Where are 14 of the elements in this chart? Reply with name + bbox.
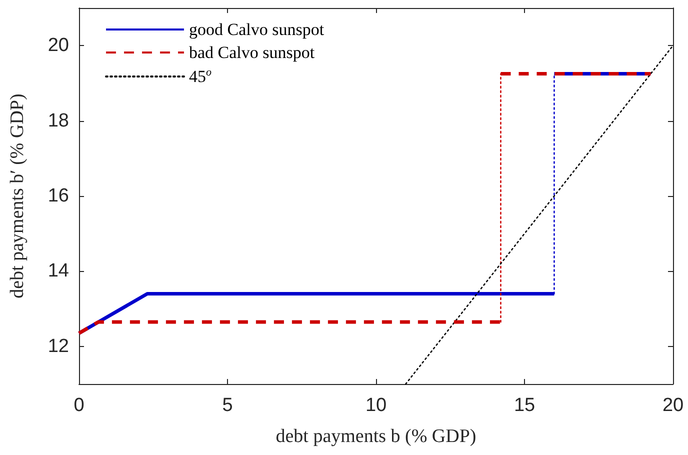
y-tick-label: 14: [48, 260, 70, 282]
y-tick-label: 16: [48, 186, 69, 206]
x-tick-label: 10: [365, 395, 387, 416]
y-tick-label: 18: [48, 110, 69, 132]
y-axis-title: debt payments b′ (% GDP): [7, 94, 28, 298]
legend-label: good Calvo sunspot: [189, 20, 324, 39]
legend-label: bad Calvo sunspot: [189, 43, 315, 62]
y-tick-label: 12: [48, 336, 69, 357]
x-tick-label: 5: [222, 395, 233, 416]
x-tick-label: 20: [662, 395, 684, 416]
x-tick-label: 15: [514, 395, 536, 416]
y-tick-label: 20: [48, 35, 69, 56]
x-axis-title: debt payments b (% GDP): [276, 426, 476, 447]
x-tick-label: 0: [74, 395, 84, 416]
